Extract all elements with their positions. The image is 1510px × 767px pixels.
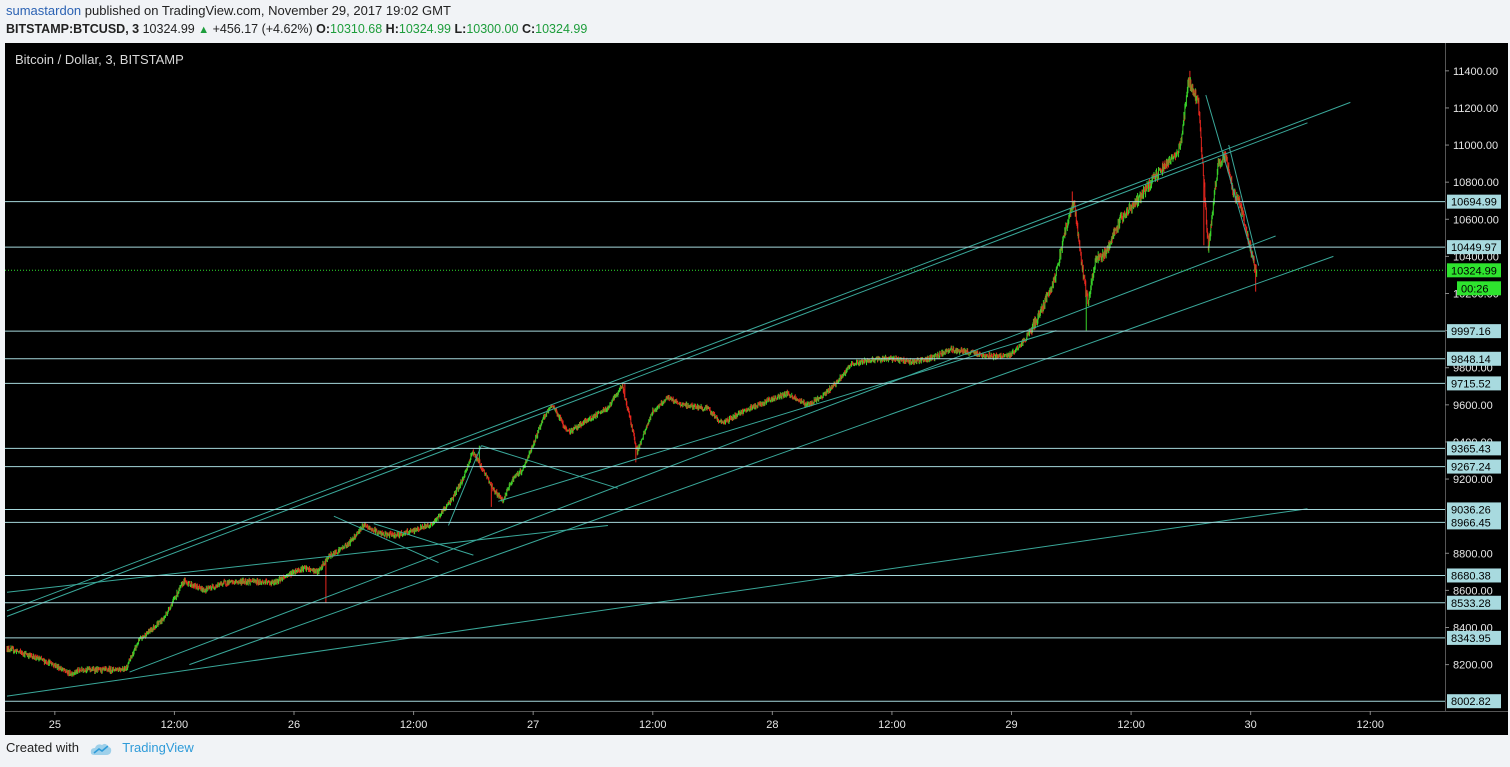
open-label: O: <box>316 22 331 36</box>
chart-title: Bitcoin / Dollar, 3, BITSTAMP <box>15 52 184 67</box>
level-price-tag <box>1447 630 1501 645</box>
y-tick-label: 10600.00 <box>1453 214 1499 226</box>
high-label: H: <box>385 22 399 36</box>
y-tick-label: 11000.00 <box>1453 140 1498 152</box>
trend-line <box>373 523 474 556</box>
low-label: L: <box>454 22 467 36</box>
close-label: C: <box>521 22 536 36</box>
y-tick-label: 11200.00 <box>1453 103 1498 115</box>
ohlc-legend: BITSTAMP:BTCUSD, 3 10324.99 ▲ +456.17 (+… <box>6 22 587 36</box>
tradingview-logo-icon <box>90 743 111 755</box>
x-tick-label: 12:00 <box>161 719 189 731</box>
x-tick-label: 25 <box>49 719 61 731</box>
level-price-label: 10449.97 <box>1451 242 1497 254</box>
x-tick-label: 29 <box>1005 719 1017 731</box>
trend-line <box>1228 144 1260 266</box>
x-tick-label: 12:00 <box>400 719 428 731</box>
level-price-tag <box>1447 502 1501 517</box>
chart-background <box>5 43 1508 735</box>
author-link[interactable]: sumastardon <box>6 3 82 18</box>
y-tick-label: 10800.00 <box>1453 177 1499 189</box>
symbol-label: BITSTAMP:BTCUSD, 3 <box>6 22 140 36</box>
level-price-tag <box>1447 240 1501 255</box>
price-chart[interactable]: Bitcoin / Dollar, 3, BITSTAMP8200.008400… <box>5 43 1508 735</box>
trend-line <box>1205 94 1255 261</box>
x-tick-label: 12:00 <box>639 719 667 731</box>
high-value: 10324.99 <box>398 22 452 36</box>
chart-panel[interactable]: Bitcoin / Dollar, 3, BITSTAMP 8200.00 8400… <box>5 43 1508 735</box>
level-price-tag <box>1447 459 1501 474</box>
level-price-tag <box>1447 376 1501 391</box>
current-price-label: 10324.99 <box>1451 265 1497 277</box>
level-price-label: 9848.14 <box>1451 354 1491 366</box>
x-tick-label: 30 <box>1245 719 1257 731</box>
trend-line <box>6 101 1351 612</box>
x-tick-label: 26 <box>288 719 300 731</box>
countdown-label: 00:26 <box>1461 283 1489 295</box>
level-price-label: 8680.38 <box>1451 570 1491 582</box>
y-tick-label: 11400.00 <box>1453 66 1498 78</box>
level-price-label: 9997.16 <box>1451 326 1491 338</box>
y-tick-label: 8800.00 <box>1453 548 1493 560</box>
level-price-label: 9715.52 <box>1451 378 1491 390</box>
x-tick-label: 27 <box>527 719 539 731</box>
level-price-tag <box>1447 441 1501 456</box>
x-tick-label: 12:00 <box>1117 719 1145 731</box>
level-price-tag <box>1447 351 1501 366</box>
level-price-label: 9365.43 <box>1451 443 1491 455</box>
last-price: 10324.99 <box>142 22 195 36</box>
trend-line <box>189 255 1334 666</box>
level-price-tag <box>1447 694 1501 709</box>
level-price-tag <box>1447 595 1501 610</box>
trend-line <box>448 445 482 526</box>
open-value: 10310.68 <box>330 22 383 36</box>
level-price-label: 8002.82 <box>1451 696 1491 708</box>
close-value: 10324.99 <box>535 22 588 36</box>
published-text: published on TradingView.com, November 2… <box>84 3 451 18</box>
trend-line <box>129 235 1276 673</box>
x-tick-label: 12:00 <box>878 719 906 731</box>
trend-line <box>6 524 608 593</box>
current-price-tag <box>1447 263 1501 278</box>
countdown-tag <box>1457 281 1501 296</box>
x-tick-label: 28 <box>766 719 778 731</box>
level-price-label: 8533.28 <box>1451 598 1491 610</box>
level-price-tag <box>1447 515 1501 530</box>
created-with-text: Created with <box>6 740 79 755</box>
level-price-label: 8966.45 <box>1451 517 1491 529</box>
up-arrow-icon: ▲ <box>198 24 210 36</box>
y-tick-label: 8600.00 <box>1453 585 1493 597</box>
low-value: 10300.00 <box>466 22 519 36</box>
tradingview-brand[interactable]: TradingView <box>122 740 194 755</box>
y-tick-label: 9600.00 <box>1453 400 1493 412</box>
trend-line <box>6 122 1308 617</box>
y-tick-label: 10400.00 <box>1453 251 1499 263</box>
x-tick-label: 12:00 <box>1356 719 1384 731</box>
level-price-tag <box>1447 568 1501 583</box>
y-tick-label: 8200.00 <box>1453 660 1493 672</box>
level-price-label: 10694.99 <box>1451 197 1497 209</box>
level-price-label: 9267.24 <box>1451 462 1491 474</box>
trend-line <box>333 515 439 564</box>
level-price-tag <box>1447 194 1501 209</box>
y-tick-label: 9200.00 <box>1453 474 1493 486</box>
level-price-label: 8343.95 <box>1451 633 1491 645</box>
publish-info: sumastardon published on TradingView.com… <box>6 3 451 18</box>
chart-header: sumastardon published on TradingView.com… <box>6 3 1504 39</box>
price-change: +456.17 (+4.62%) <box>212 22 313 36</box>
level-price-tag <box>1447 324 1501 339</box>
level-price-label: 9036.26 <box>1451 504 1491 516</box>
footer: Created with TradingView <box>6 740 406 762</box>
